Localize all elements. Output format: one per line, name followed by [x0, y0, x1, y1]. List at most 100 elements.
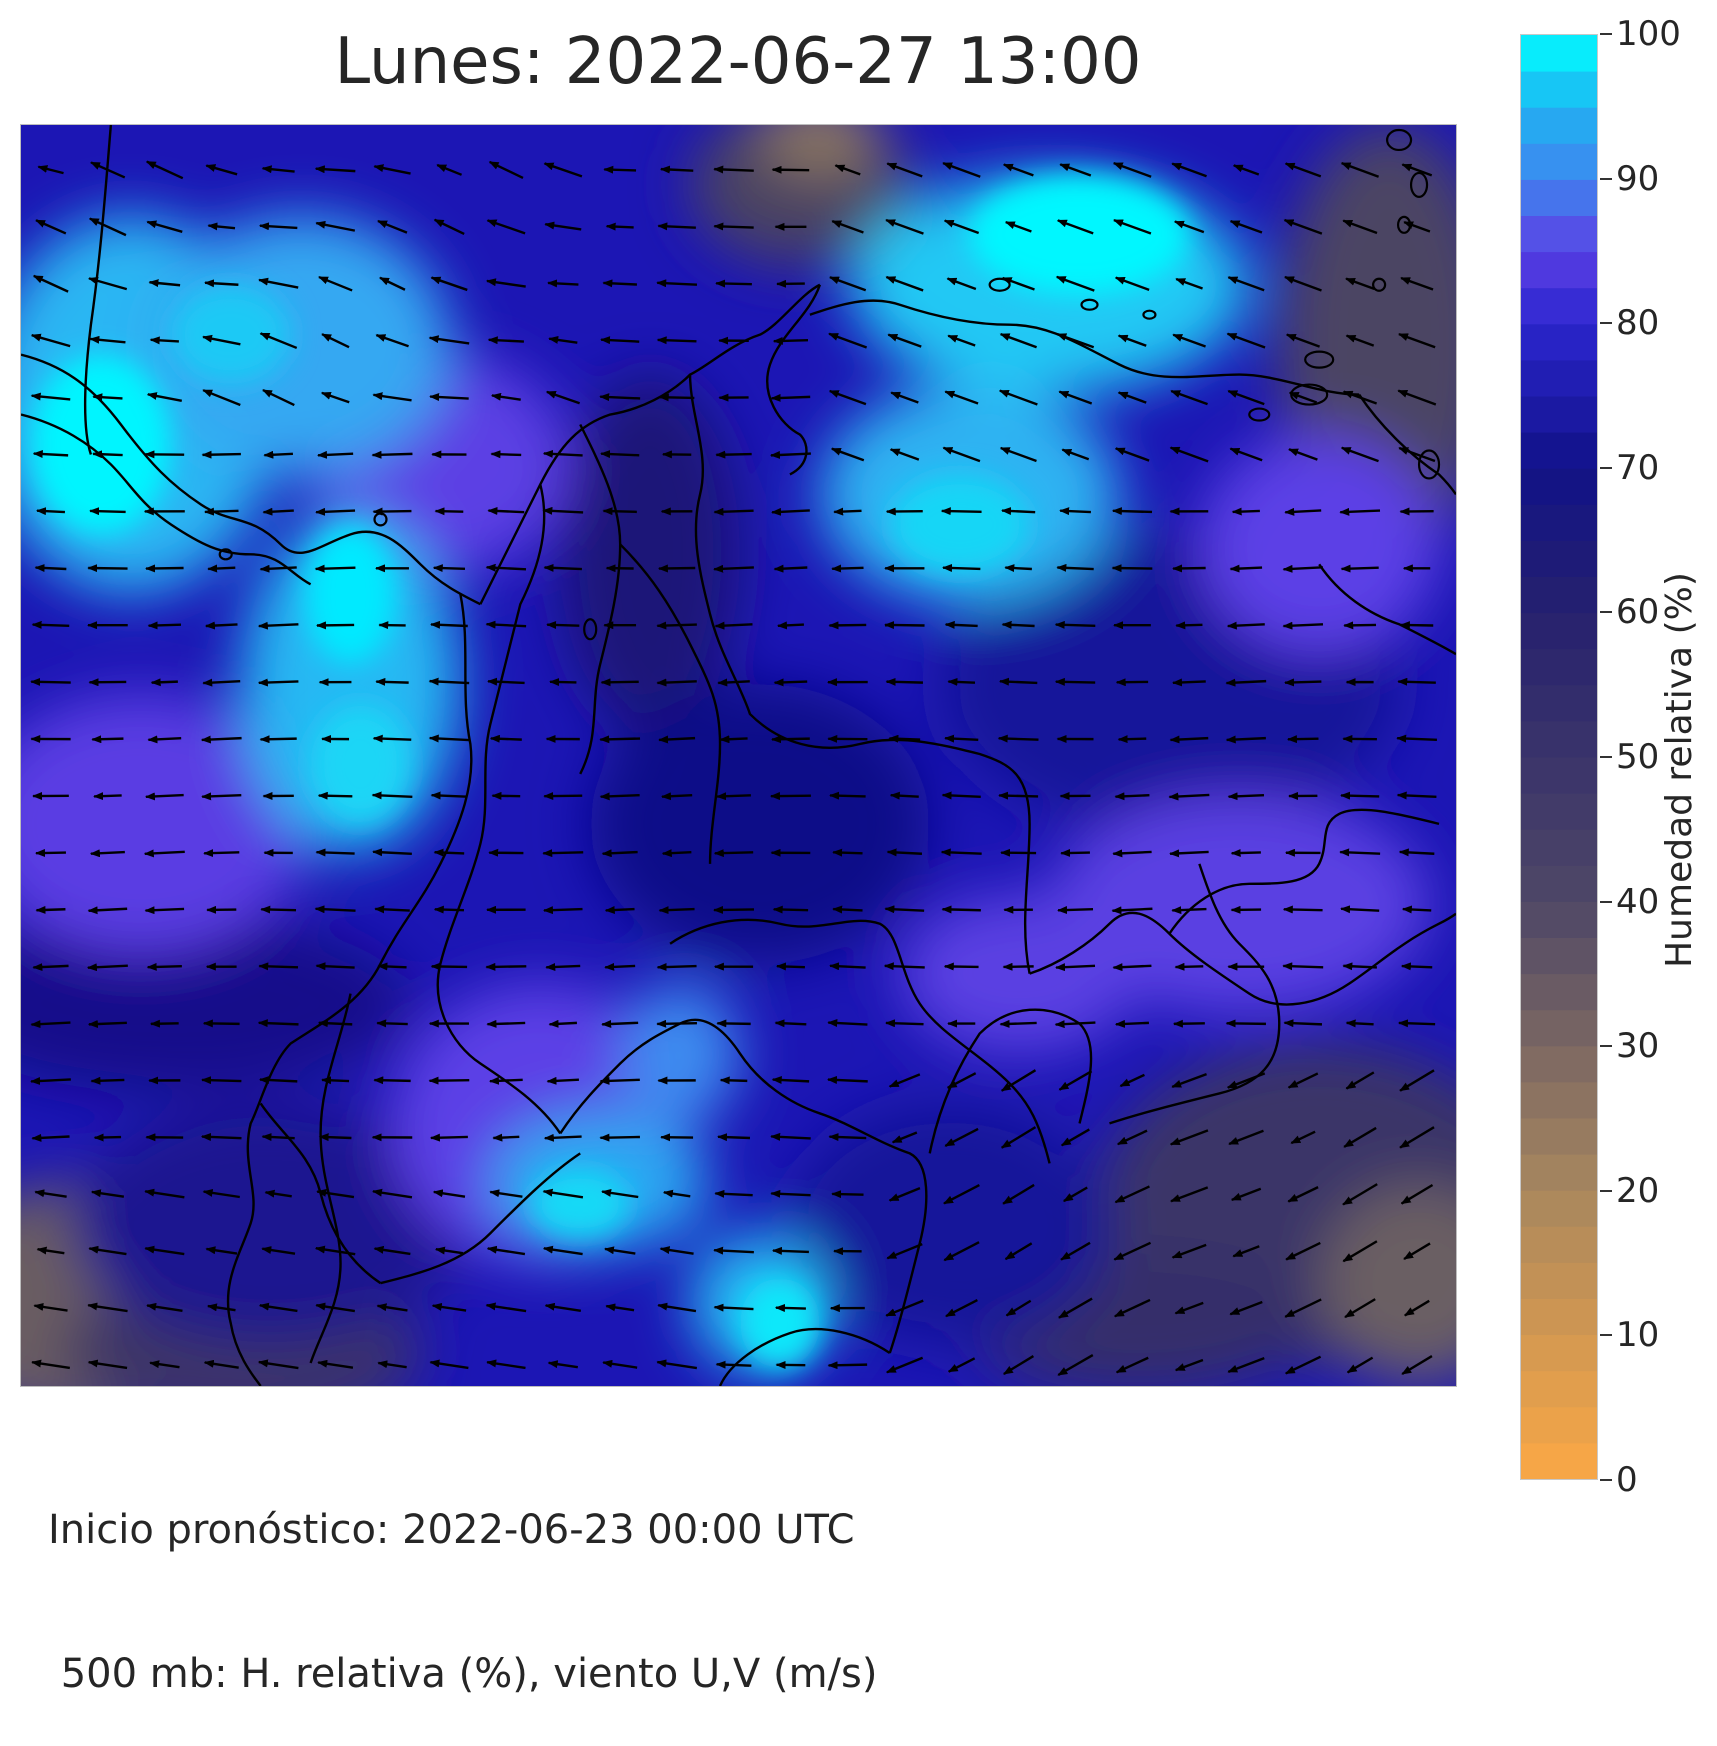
wind-arrow [775, 567, 808, 569]
wind-arrow [376, 682, 408, 683]
wind-arrow [378, 966, 406, 967]
wind-arrow [1397, 738, 1437, 740]
wind-arrow [659, 568, 695, 569]
wind-arrow [148, 966, 182, 967]
wind-arrow [88, 568, 127, 569]
wind-arrow [999, 795, 1038, 796]
wind-arrow [1343, 966, 1377, 968]
wind-arrow [204, 1023, 240, 1024]
wind-arrow [261, 909, 296, 910]
wind-arrow [1056, 682, 1095, 683]
wind-arrow [1403, 909, 1431, 910]
wind-arrow [31, 682, 71, 683]
wind-arrow [550, 1023, 577, 1024]
colorbar-band [1521, 577, 1597, 614]
wind-arrow [829, 1137, 866, 1138]
colorbar-band [1521, 1226, 1597, 1263]
colorbar-band [1521, 1190, 1597, 1227]
wind-arrow [317, 625, 354, 626]
colorbar-tick-label: 30 [1616, 1028, 1659, 1064]
wind-arrow [377, 1023, 408, 1024]
wind-arrow [1175, 966, 1203, 967]
colorbar-tick-label: 10 [1616, 1317, 1659, 1353]
wind-arrow [1233, 511, 1260, 512]
wind-arrow [146, 568, 184, 569]
colorbar-band [1521, 107, 1597, 144]
map-panel [20, 124, 1457, 1387]
wind-arrow [545, 567, 582, 569]
wind-arrow [208, 568, 235, 569]
humidity-colorbar [1520, 34, 1598, 1480]
wind-arrow [430, 1080, 470, 1081]
wind-arrow [889, 738, 920, 739]
wind-arrow [772, 739, 810, 740]
wind-arrow [263, 511, 293, 513]
wind-arrow [488, 511, 524, 513]
wind-arrow [490, 1080, 523, 1081]
colorbar-band [1521, 685, 1597, 722]
wind-arrow [1004, 966, 1034, 967]
colorbar-band [1521, 757, 1597, 794]
wind-arrow [1001, 1023, 1037, 1024]
wind-arrow [322, 1080, 349, 1081]
wind-arrow [202, 1137, 242, 1139]
wind-arrow [1000, 681, 1037, 683]
wind-arrow [546, 966, 580, 967]
wind-arrow [829, 1365, 868, 1366]
colorbar-tick [1600, 178, 1612, 180]
colorbar-tick [1600, 467, 1612, 469]
colorbar-band [1521, 143, 1597, 180]
map-title: Lunes: 2022-06-27 13:00 [20, 22, 1456, 102]
forecast-start-label: Inicio pronóstico: 2022-06-23 00:00 UTC [48, 1506, 877, 1554]
wind-arrow [316, 511, 355, 513]
colorbar-band [1521, 179, 1597, 216]
colorbar-band [1521, 1335, 1597, 1372]
wind-arrow [943, 909, 981, 910]
colorbar-band [1521, 468, 1597, 505]
wind-arrow [1340, 852, 1380, 854]
wind-arrow [1173, 681, 1206, 682]
wind-arrow [36, 909, 65, 910]
wind-arrow [778, 625, 804, 626]
colorbar-band [1521, 432, 1597, 469]
wind-arrow [1402, 966, 1432, 967]
wind-arrow [33, 625, 70, 626]
wind-arrow [717, 1364, 752, 1365]
wind-arrow [316, 852, 354, 853]
wind-arrow [1401, 625, 1433, 626]
wind-arrow [776, 1023, 807, 1024]
colorbar-tick-label: 90 [1616, 161, 1659, 197]
wind-arrow [1344, 625, 1376, 626]
wind-arrow [657, 1023, 697, 1024]
wind-arrow [431, 624, 468, 626]
wind-arrow [148, 738, 181, 740]
wind-arrow [603, 511, 636, 512]
wind-arrow [1231, 568, 1263, 569]
wind-arrow [91, 852, 125, 854]
wind-arrow [658, 340, 697, 341]
wind-arrow [547, 625, 579, 626]
colorbar-band [1521, 1371, 1597, 1408]
wind-arrow [662, 795, 692, 797]
colorbar-band [1521, 396, 1597, 433]
wind-arrow [1283, 966, 1323, 967]
wind-arrow [1340, 511, 1380, 513]
wind-arrow [715, 852, 753, 853]
wind-arrow [432, 966, 467, 967]
wind-arrow [434, 568, 465, 569]
wind-arrow [264, 454, 293, 455]
wind-arrow [942, 511, 982, 512]
wind-arrow [1119, 739, 1147, 740]
wind-arrow [543, 852, 583, 853]
colorbar-band [1521, 216, 1597, 253]
wind-arrow [948, 682, 975, 683]
wind-arrow [36, 568, 67, 569]
colorbar-tick [1600, 1045, 1612, 1047]
wind-arrow [33, 966, 68, 968]
wind-arrow [1005, 568, 1032, 569]
wind-arrow [943, 568, 980, 569]
wind-arrow [206, 624, 238, 626]
wind-arrow [1229, 795, 1264, 796]
wind-arrow [1113, 568, 1153, 569]
wind-arrow [93, 454, 123, 455]
